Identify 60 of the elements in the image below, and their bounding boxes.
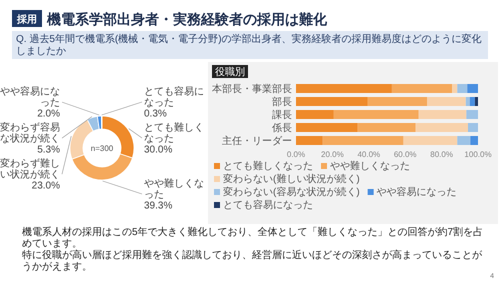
bar (457, 136, 470, 145)
text: Q. 過去5年間で機電系(機械・電気・電子分野)の学部出身者、実務経験者の採用難易度はどのように変化しましたか (16, 33, 482, 57)
bar (403, 136, 458, 145)
legend-label: やや容易になった (376, 186, 457, 198)
data-label: 2.0% (37, 108, 60, 120)
legend-label: 変わらない(難しい状況が続く) (223, 173, 360, 185)
x-tick-label: 60.0% (394, 150, 417, 159)
data-label: 23.0% (32, 180, 60, 192)
bar (452, 84, 458, 93)
bar (392, 84, 452, 93)
bar (457, 84, 468, 93)
data-label: 39.3% (144, 200, 172, 212)
bar (296, 110, 334, 119)
bar (333, 110, 419, 119)
text: 機電系人材の採用はこの5年で大きく難化しており、全体として「難しくなった」との回答が約7割を占めています。 (22, 226, 484, 250)
x-tick-label: 0.0% (286, 150, 306, 159)
bar (358, 123, 416, 132)
text: 特に役職が高い層ほど採用難を強く認識しており、経営層に近いほどその深刻さが高まっていることがうかがえます。 (22, 249, 483, 272)
y-tick-label: 係長 (272, 122, 292, 134)
bar (467, 84, 478, 93)
y-tick-label: 主任・リーダー (222, 135, 292, 147)
legend-label: 変わらない(容易な状況が続く) (223, 186, 360, 198)
text: 採用 (16, 14, 37, 26)
data-label: 0.3% (144, 108, 167, 120)
bar (296, 97, 368, 106)
slice-label: やや容易になった (0, 86, 60, 109)
bar (468, 123, 478, 132)
x-tick-label: 100.0% (464, 150, 492, 159)
bar (322, 136, 404, 145)
legend-label: とても容易になった (223, 199, 313, 211)
bar (466, 110, 478, 119)
y-tick-label: 課長 (272, 109, 292, 121)
chart-title: 機電系学部出身者・実務経験者の採用は難化 (46, 11, 328, 27)
bar (296, 84, 392, 93)
bar (470, 136, 478, 145)
legend-label: やや難しくなった (330, 160, 410, 172)
slice-label: 変わらず容易な状況が続く (0, 122, 60, 145)
x-tick-label: 80.0% (430, 150, 453, 159)
y-tick-label: 本部長・事業部長 (212, 83, 292, 95)
chart-title: 役職別 (215, 66, 245, 78)
bar (466, 97, 470, 106)
bar (296, 123, 358, 132)
bar (427, 97, 466, 106)
text: n=300 (90, 144, 114, 153)
data-label: 30.0% (144, 144, 172, 156)
bar (296, 136, 323, 145)
slice-label: とても難しくなった (144, 122, 204, 144)
slice-label: とても容易になった (144, 86, 204, 108)
y-tick-label: 部長 (272, 96, 292, 108)
bar (470, 97, 475, 106)
bar (474, 97, 478, 106)
bar (418, 110, 466, 119)
data-label: 5.3% (37, 144, 60, 156)
x-tick-label: 40.0% (357, 150, 380, 159)
bar (416, 123, 468, 132)
bar (368, 97, 428, 106)
legend-label: とても難しくなった (223, 160, 313, 172)
slice-label: 変わらず難しい状況が続く (0, 158, 60, 181)
x-tick-label: 20.0% (321, 150, 344, 159)
slice-label: やや難しくなった (144, 177, 204, 200)
